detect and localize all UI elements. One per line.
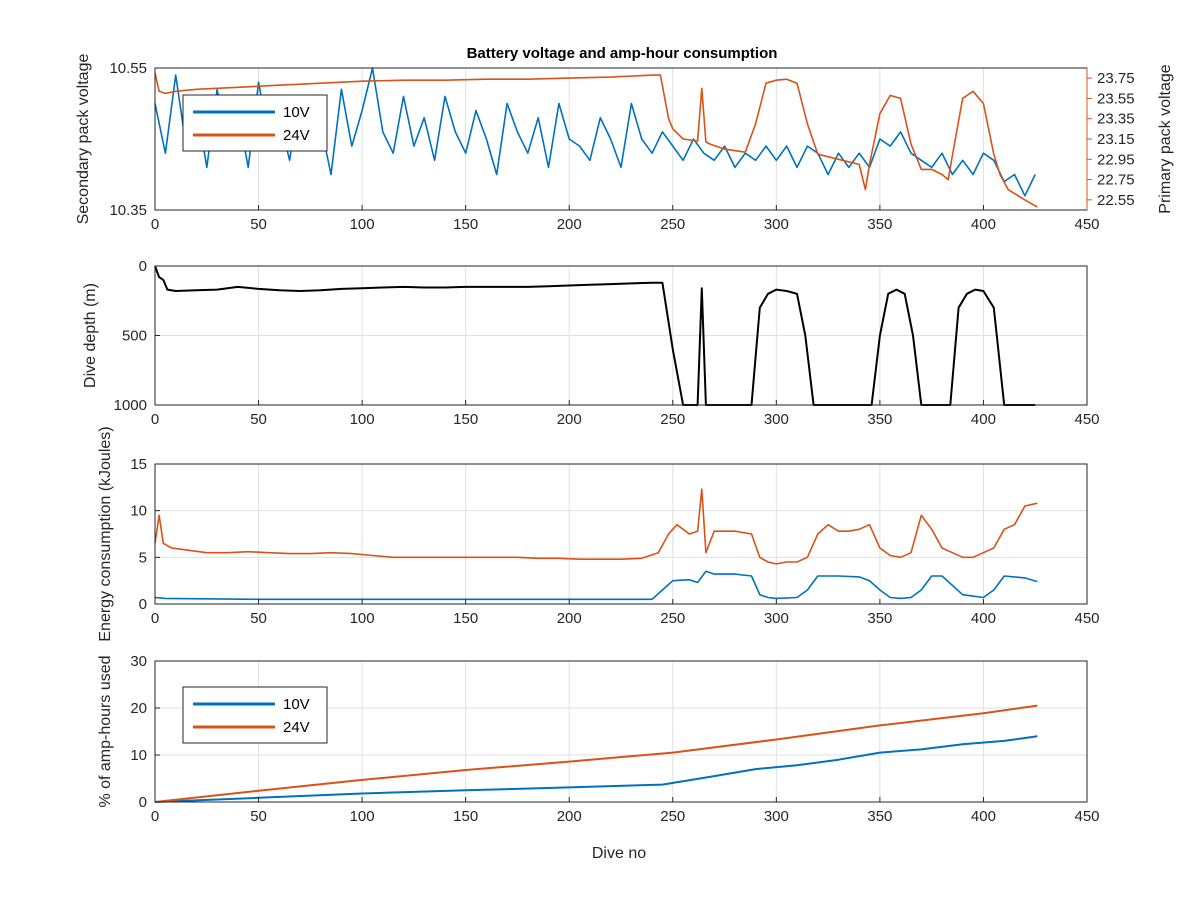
x-tick-label: 100 bbox=[350, 808, 375, 825]
x-tick-label: 150 bbox=[453, 610, 478, 627]
x-tick-label: 250 bbox=[660, 610, 685, 627]
x-tick-label: 50 bbox=[250, 216, 267, 233]
x-tick-label: 250 bbox=[660, 411, 685, 428]
series-line-10V bbox=[154, 570, 1038, 601]
x-tick-label: 100 bbox=[350, 610, 375, 627]
x-tick-label: 100 bbox=[350, 411, 375, 428]
axes-frame bbox=[154, 660, 1088, 803]
y2-axis-label: Primary pack voltage bbox=[1157, 64, 1174, 213]
y-tick-label: 5 bbox=[139, 549, 147, 566]
y-tick-label: 20 bbox=[130, 700, 147, 717]
x-tick-label: 50 bbox=[250, 610, 267, 627]
axes-frame bbox=[154, 463, 1088, 605]
x-tick-label: 300 bbox=[764, 411, 789, 428]
x-tick-label: 400 bbox=[971, 808, 996, 825]
x-axis-label: Dive no bbox=[592, 845, 646, 862]
y-tick-label: 15 bbox=[130, 456, 147, 473]
legend-box bbox=[182, 686, 328, 744]
y-tick-label: 0 bbox=[139, 596, 147, 613]
y-tick-label: 0 bbox=[139, 258, 147, 275]
x-tick-label: 150 bbox=[453, 216, 478, 233]
figure-title: Battery voltage and amp-hour consumption bbox=[467, 45, 778, 62]
x-tick-label: 0 bbox=[151, 808, 159, 825]
y-tick-label: 10.35 bbox=[109, 202, 147, 219]
series-line-24V bbox=[154, 72, 1038, 208]
y-axis-label: Secondary pack voltage bbox=[75, 54, 92, 225]
x-tick-label: 400 bbox=[971, 610, 996, 627]
y2-tick-label: 22.95 bbox=[1097, 151, 1135, 168]
x-tick-label: 400 bbox=[971, 411, 996, 428]
x-tick-label: 300 bbox=[764, 808, 789, 825]
x-tick-label: 350 bbox=[867, 216, 892, 233]
x-tick-label: 450 bbox=[1074, 808, 1099, 825]
x-tick-label: 100 bbox=[350, 216, 375, 233]
x-tick-label: 50 bbox=[250, 808, 267, 825]
chart-depth: 0 50 100 150 200 250 300 350 400 450 0 500 1000 Dive … bbox=[82, 258, 1100, 428]
x-tick-label: 50 bbox=[250, 411, 267, 428]
x-tick-label: 200 bbox=[557, 610, 582, 627]
x-tick-label: 200 bbox=[557, 808, 582, 825]
x-tick-label: 200 bbox=[557, 216, 582, 233]
x-tick-label: 0 bbox=[151, 610, 159, 627]
x-tick-label: 250 bbox=[660, 808, 685, 825]
x-tick-label: 350 bbox=[867, 808, 892, 825]
series-line-10V bbox=[154, 735, 1038, 803]
x-tick-label: 350 bbox=[867, 610, 892, 627]
y2-tick-label: 23.35 bbox=[1097, 111, 1135, 128]
y-axis-label: Energy consumption (kJoules) bbox=[97, 426, 114, 641]
y2-tick-label: 22.75 bbox=[1097, 172, 1135, 189]
legend-label-10V: 10V bbox=[283, 104, 310, 121]
series-line-24V bbox=[154, 488, 1038, 565]
x-tick-label: 0 bbox=[151, 411, 159, 428]
x-tick-label: 0 bbox=[151, 216, 159, 233]
y2-tick-label: 23.15 bbox=[1097, 131, 1135, 148]
x-tick-label: 450 bbox=[1074, 610, 1099, 627]
x-tick-label: 300 bbox=[764, 216, 789, 233]
x-tick-label: 450 bbox=[1074, 216, 1099, 233]
y-tick-label: 10 bbox=[130, 747, 147, 764]
chart-amphours: 0 50 100 150 200 250 300 350 400 450 0 10 20 30 % of a… bbox=[97, 653, 1100, 862]
legend-label-10V: 10V bbox=[283, 696, 310, 713]
legend-label-24V: 24V bbox=[283, 127, 310, 144]
y-tick-label: 10 bbox=[130, 503, 147, 520]
y-tick-label: 0 bbox=[139, 794, 147, 811]
x-tick-label: 300 bbox=[764, 610, 789, 627]
chart-energy: 0 50 100 150 200 250 300 350 400 450 0 5 10 15 Energy … bbox=[97, 426, 1100, 641]
x-tick-label: 350 bbox=[867, 411, 892, 428]
chart-voltage: 0 50 100 150 200 250 300 350 400 450 10.35 10.55 22.… bbox=[75, 54, 1174, 233]
x-tick-label: 450 bbox=[1074, 411, 1099, 428]
legend-box bbox=[182, 94, 328, 152]
y-axis-label: % of amp-hours used bbox=[97, 655, 114, 807]
y2-tick-label: 23.55 bbox=[1097, 90, 1135, 107]
y2-tick-label: 23.75 bbox=[1097, 70, 1135, 87]
series-line-24V bbox=[154, 704, 1038, 803]
x-tick-label: 150 bbox=[453, 808, 478, 825]
y-tick-label: 10.55 bbox=[109, 60, 147, 77]
x-tick-label: 400 bbox=[971, 216, 996, 233]
x-tick-label: 250 bbox=[660, 216, 685, 233]
y-axis-label: Dive depth (m) bbox=[82, 283, 99, 388]
y-tick-label: 30 bbox=[130, 653, 147, 670]
x-tick-label: 200 bbox=[557, 411, 582, 428]
y2-tick-label: 22.55 bbox=[1097, 192, 1135, 209]
series-line-depth bbox=[154, 265, 1036, 406]
y-tick-label: 1000 bbox=[114, 397, 147, 414]
y-tick-label: 500 bbox=[122, 328, 147, 345]
legend-label-24V: 24V bbox=[283, 719, 310, 736]
x-tick-label: 150 bbox=[453, 411, 478, 428]
